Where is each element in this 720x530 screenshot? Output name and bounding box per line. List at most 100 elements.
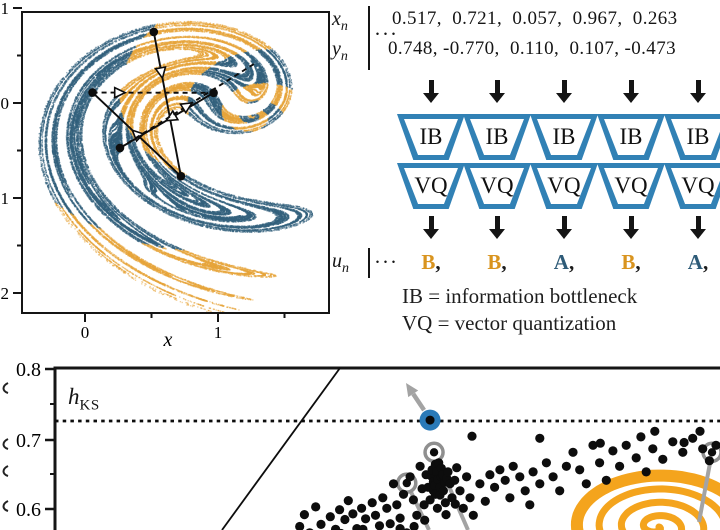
scatter-point xyxy=(704,456,715,466)
scatter-point xyxy=(385,519,395,529)
y-tick-label: 0.8 xyxy=(16,359,41,381)
scatter-point xyxy=(601,475,611,485)
down-arrow-icon xyxy=(689,216,706,239)
scatter-point xyxy=(695,426,705,436)
vq-box: VQ xyxy=(530,163,598,209)
y-tick-label: 1 xyxy=(1,0,10,18)
scatter-point xyxy=(465,493,475,503)
yn-label: yn xyxy=(332,38,348,64)
scatter-point xyxy=(648,444,658,454)
scatter-point xyxy=(358,524,368,530)
orbit-point xyxy=(88,88,97,97)
scatter-point xyxy=(568,447,578,457)
series-divider-bar xyxy=(368,6,370,70)
down-arrow-icon xyxy=(622,80,639,103)
down-arrow-icon xyxy=(488,216,505,239)
orbit-arrowhead xyxy=(179,101,194,115)
scatter-point xyxy=(500,475,510,485)
scatter-point xyxy=(475,479,485,489)
ellipsis: ··· xyxy=(374,22,398,46)
orbit-point xyxy=(176,171,186,181)
scatter-point xyxy=(452,463,462,473)
scatter-point xyxy=(636,432,646,442)
highlight-arrowhead xyxy=(406,383,419,398)
ib-box-label: IB xyxy=(470,119,524,155)
spiral-outer-coil xyxy=(570,469,720,530)
orbit-arrowhead xyxy=(164,109,180,122)
scatter-point xyxy=(678,447,688,457)
scatter-point xyxy=(658,454,668,464)
scatter-point xyxy=(468,510,478,520)
legend-vq: VQ = vector quantization xyxy=(402,311,617,335)
scatter-point xyxy=(495,465,505,475)
scatter-point xyxy=(458,503,468,513)
vq-box-label: VQ xyxy=(470,168,524,204)
scatter-point xyxy=(398,489,409,499)
scatter-point xyxy=(325,512,335,522)
scatter-point xyxy=(420,515,430,525)
xn-label: xn xyxy=(332,8,348,34)
highlight-arrow-shaft xyxy=(411,392,426,412)
scatter-point xyxy=(388,479,399,489)
scatter-point xyxy=(395,513,405,523)
scatter-point xyxy=(595,458,605,468)
scatter-point xyxy=(382,503,392,513)
symbol-A: A, xyxy=(553,250,575,274)
scatter-point xyxy=(395,524,405,530)
legend-ib: IB = information bottleneck xyxy=(402,284,638,308)
scatter-point xyxy=(438,486,448,496)
highlighted-point-group xyxy=(406,383,441,431)
scatter-point xyxy=(450,475,460,485)
ib-box: IB xyxy=(397,114,465,160)
ib-box-label: IB xyxy=(604,119,658,155)
orbit-arrowhead xyxy=(113,86,128,99)
scatter-points-group xyxy=(295,426,720,530)
scatter-point xyxy=(621,440,631,450)
scatter-point xyxy=(679,437,689,448)
scatter-point xyxy=(575,465,585,475)
scatter-point xyxy=(615,461,625,471)
scatter-point xyxy=(561,461,572,471)
scatter-point xyxy=(357,503,367,513)
down-arrow-icon xyxy=(555,80,572,103)
vq-box-label: VQ xyxy=(671,168,720,204)
scatter-point xyxy=(374,521,385,530)
scatter-point xyxy=(299,509,309,520)
scatter-point xyxy=(467,431,477,441)
annotation-point xyxy=(707,448,717,457)
attractor-axes-overlay: 1 0 -1 -2 0 1 x xyxy=(0,0,330,351)
scatter-point xyxy=(541,458,552,468)
scatter-point xyxy=(311,502,321,512)
orbit-point xyxy=(115,143,125,153)
cropped-y-axis-label-fragment xyxy=(2,382,9,394)
entropy-scatter-plot: 0.8 0.7 0.6 xyxy=(2,359,720,530)
scatter-point xyxy=(378,493,388,503)
scatter-point xyxy=(340,514,350,525)
scatter-point xyxy=(331,524,341,530)
un-label: un xyxy=(332,250,349,276)
x-tick-label: 0 xyxy=(81,323,90,342)
x-axis-label: x xyxy=(163,329,173,351)
scatter-point xyxy=(450,499,460,509)
cropped-y-axis-label-fragment xyxy=(2,465,9,477)
down-arrow-icon xyxy=(622,216,639,239)
scatter-point xyxy=(595,438,605,448)
scatter-point xyxy=(535,479,545,489)
symbolization-diagram: xn yn ··· 0.517, 0.721, 0.057, 0.967, 0.… xyxy=(330,0,720,352)
vq-box-label: VQ xyxy=(537,168,591,204)
scatter-point xyxy=(367,498,377,508)
scatter-point xyxy=(335,505,345,515)
scatter-point xyxy=(480,496,490,506)
annotation-point xyxy=(429,448,439,457)
scatter-point xyxy=(412,510,422,520)
scatter-point xyxy=(409,521,419,530)
vq-box: VQ xyxy=(597,163,665,209)
y-tick-label: 0 xyxy=(1,94,10,113)
scatter-point xyxy=(490,482,500,492)
scatter-point xyxy=(343,496,353,506)
scatter-point xyxy=(392,500,402,510)
scatter-point xyxy=(535,433,545,443)
down-arrow-icon xyxy=(555,216,572,239)
yn-values: 0.748, -0.770, 0.110, 0.107, -0.473 xyxy=(388,38,676,59)
spiral-inner-coils xyxy=(595,485,720,530)
